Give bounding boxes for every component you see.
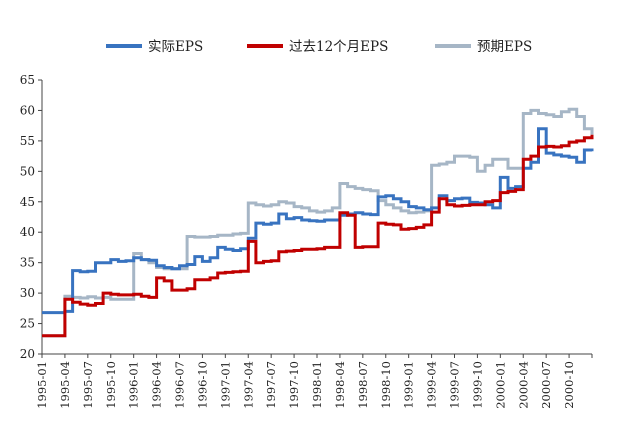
x-tick-label: 1996-10 [195, 361, 209, 409]
x-tick-label: 1998-10 [379, 361, 393, 409]
legend-label-2: 预期EPS [477, 39, 532, 55]
y-tick-label: 55 [20, 134, 35, 148]
y-tick-label: 25 [20, 317, 35, 331]
legend: 实际EPS 过去12个月EPS 预期EPS [106, 39, 532, 55]
x-tick-label: 1997-04 [241, 361, 255, 409]
x-tick-label: 1997-01 [218, 361, 232, 409]
legend-label-1: 过去12个月EPS [289, 39, 388, 55]
x-tick-label: 2000-04 [516, 361, 530, 409]
x-tick-label: 1998-01 [310, 361, 324, 409]
y-tick-label: 20 [20, 347, 35, 361]
y-tick-label: 65 [20, 73, 35, 87]
y-tick-label: 40 [20, 225, 35, 239]
x-tick-label: 1998-04 [333, 361, 347, 409]
x-tick-label: 2000-10 [562, 361, 576, 409]
x-tick-label: 1996-07 [173, 361, 187, 409]
x-tick-label: 1995-04 [58, 361, 72, 409]
series-line-0 [42, 127, 594, 315]
x-tick-label: 2000-01 [493, 361, 507, 409]
x-tick-label: 2000-07 [539, 361, 553, 409]
series-line-1 [42, 134, 594, 338]
y-tick-label: 35 [20, 256, 35, 270]
x-tick-label: 1999-07 [448, 361, 462, 409]
x-tick-label: 1998-07 [356, 361, 370, 409]
y-tick-label: 45 [20, 195, 35, 209]
x-tick-label: 1999-01 [402, 361, 416, 409]
series-lines [42, 107, 594, 338]
x-tick-label: 1996-04 [150, 361, 164, 409]
legend-label-0: 实际EPS [148, 39, 203, 55]
x-axis: 1995-01 1995-04 1995-07 1995-10 1996-01 1996-… [35, 353, 593, 409]
y-tick-label: 30 [20, 286, 35, 300]
y-tick-label: 50 [20, 164, 35, 178]
y-tick-label: 60 [20, 103, 35, 117]
x-tick-label: 1995-01 [35, 361, 49, 409]
y-axis: 20 25 30 35 40 45 50 55 60 65 [20, 73, 43, 361]
x-tick-label: 1999-10 [470, 361, 484, 409]
x-tick-label: 1999-04 [425, 361, 439, 409]
x-tick-label: 1997-07 [264, 361, 278, 409]
x-tick-label: 1996-01 [127, 361, 141, 409]
x-tick-label: 1995-10 [104, 361, 118, 409]
x-tick-label: 1995-07 [81, 361, 95, 409]
x-tick-label: 1997-10 [287, 361, 301, 409]
series-line-2 [42, 107, 594, 338]
